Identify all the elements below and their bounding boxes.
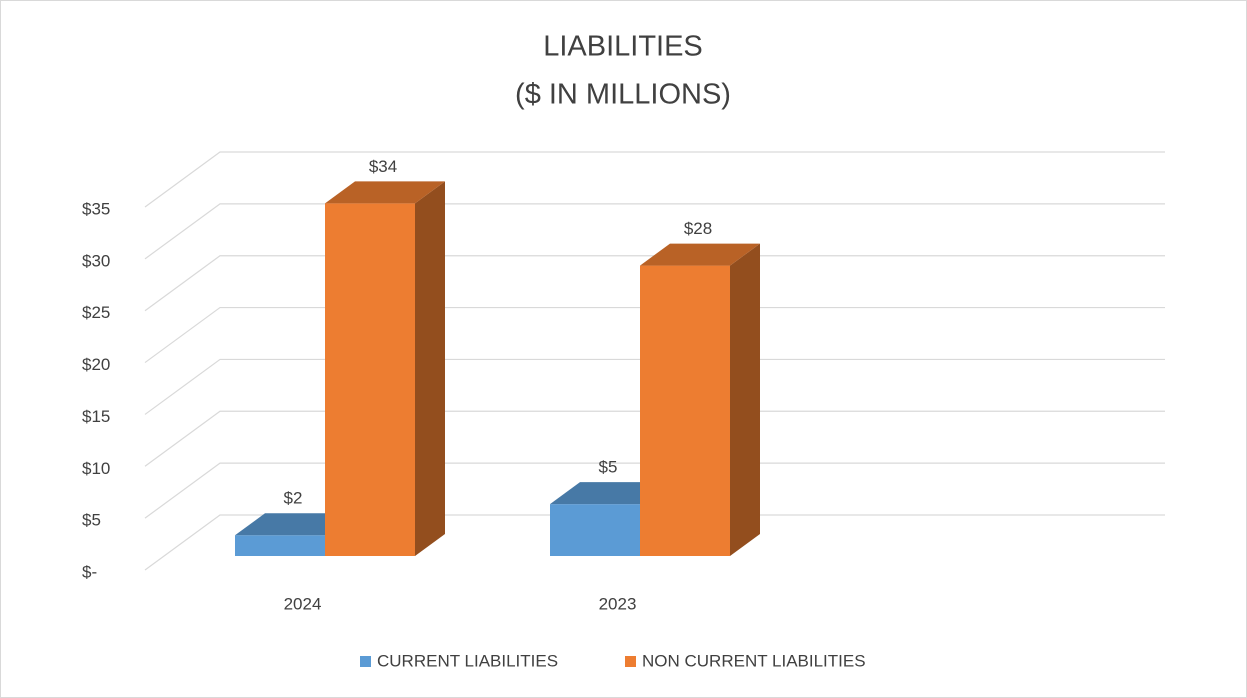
- bar: [550, 504, 640, 556]
- y-tick-label: $-: [82, 562, 97, 581]
- data-label: $34: [369, 157, 397, 176]
- bar-top: [325, 181, 445, 204]
- x-tick-label: 2024: [284, 594, 322, 613]
- x-tick-label: 2023: [599, 594, 637, 613]
- grid-line: [144, 462, 1165, 519]
- data-label: $2: [284, 489, 303, 508]
- legend-swatch: [360, 656, 371, 667]
- bar-side: [415, 181, 445, 556]
- legend-label: CURRENT LIABILITIES: [377, 651, 558, 670]
- grid-line: [144, 203, 1165, 260]
- chart-title: LIABILITIES: [543, 31, 703, 63]
- grid-line: [144, 358, 1165, 415]
- grid-line: [144, 255, 1165, 312]
- legend-swatch: [625, 656, 636, 667]
- bar: [235, 535, 325, 556]
- legend-label: NON CURRENT LIABILITIES: [642, 651, 866, 670]
- y-tick-label: $15: [82, 407, 110, 426]
- chart-subtitle: ($ IN MILLIONS): [515, 79, 731, 111]
- data-label: $28: [684, 219, 712, 238]
- y-tick-label: $25: [82, 303, 110, 322]
- bar: [640, 265, 730, 556]
- grid-line: [144, 410, 1165, 467]
- bar-top: [640, 243, 760, 266]
- y-tick-label: $10: [82, 459, 110, 478]
- y-tick-label: $35: [82, 199, 110, 218]
- grid-line: [144, 151, 1165, 208]
- y-tick-label: $20: [82, 355, 110, 374]
- grid-line: [144, 306, 1165, 364]
- data-label: $5: [599, 458, 618, 477]
- bar-side: [730, 243, 760, 556]
- y-tick-label: $30: [82, 251, 110, 270]
- y-tick-label: $5: [82, 511, 101, 530]
- grid-line: [144, 514, 1165, 571]
- bar: [325, 203, 415, 556]
